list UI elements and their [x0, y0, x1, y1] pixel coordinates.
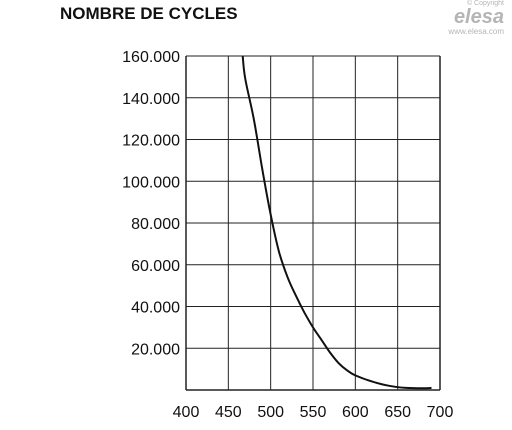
x-tick-label-600: 600	[342, 404, 369, 421]
brand-logo-text: elesa	[453, 6, 504, 28]
brand-logo: © Copyright elesa www.elesa.com	[434, 0, 504, 36]
x-tick-label-550: 550	[300, 404, 327, 421]
chart-title: NOMBRE DE CYCLES	[60, 4, 238, 23]
series-layer	[241, 55, 432, 390]
x-tick-label-400: 400	[173, 404, 200, 421]
series-line-0	[241, 55, 432, 390]
x-tick-label-650: 650	[384, 404, 411, 421]
tick-labels: 400 450 500 550 600 650 700 20.000 40.000 60.000 8…	[122, 49, 453, 421]
y-tick-label-60.000: 60.000	[131, 258, 180, 275]
y-tick-label-160.000: 160.000	[122, 49, 180, 66]
brand-site: www.elesa.com	[448, 27, 504, 36]
y-tick-label-140.000: 140.000	[122, 91, 180, 108]
grid	[185, 55, 441, 391]
x-tick-label-450: 450	[215, 404, 242, 421]
x-tick-label-500: 500	[257, 404, 284, 421]
y-tick-label-100.000: 100.000	[122, 174, 180, 191]
y-tick-label-80.000: 80.000	[131, 216, 180, 233]
y-tick-label-20.000: 20.000	[131, 341, 180, 358]
brand-copyright: © Copyright	[466, 0, 504, 7]
x-tick-label-700: 700	[427, 404, 454, 421]
y-tick-label-120.000: 120.000	[122, 133, 180, 150]
y-tick-label-40.000: 40.000	[131, 300, 180, 317]
